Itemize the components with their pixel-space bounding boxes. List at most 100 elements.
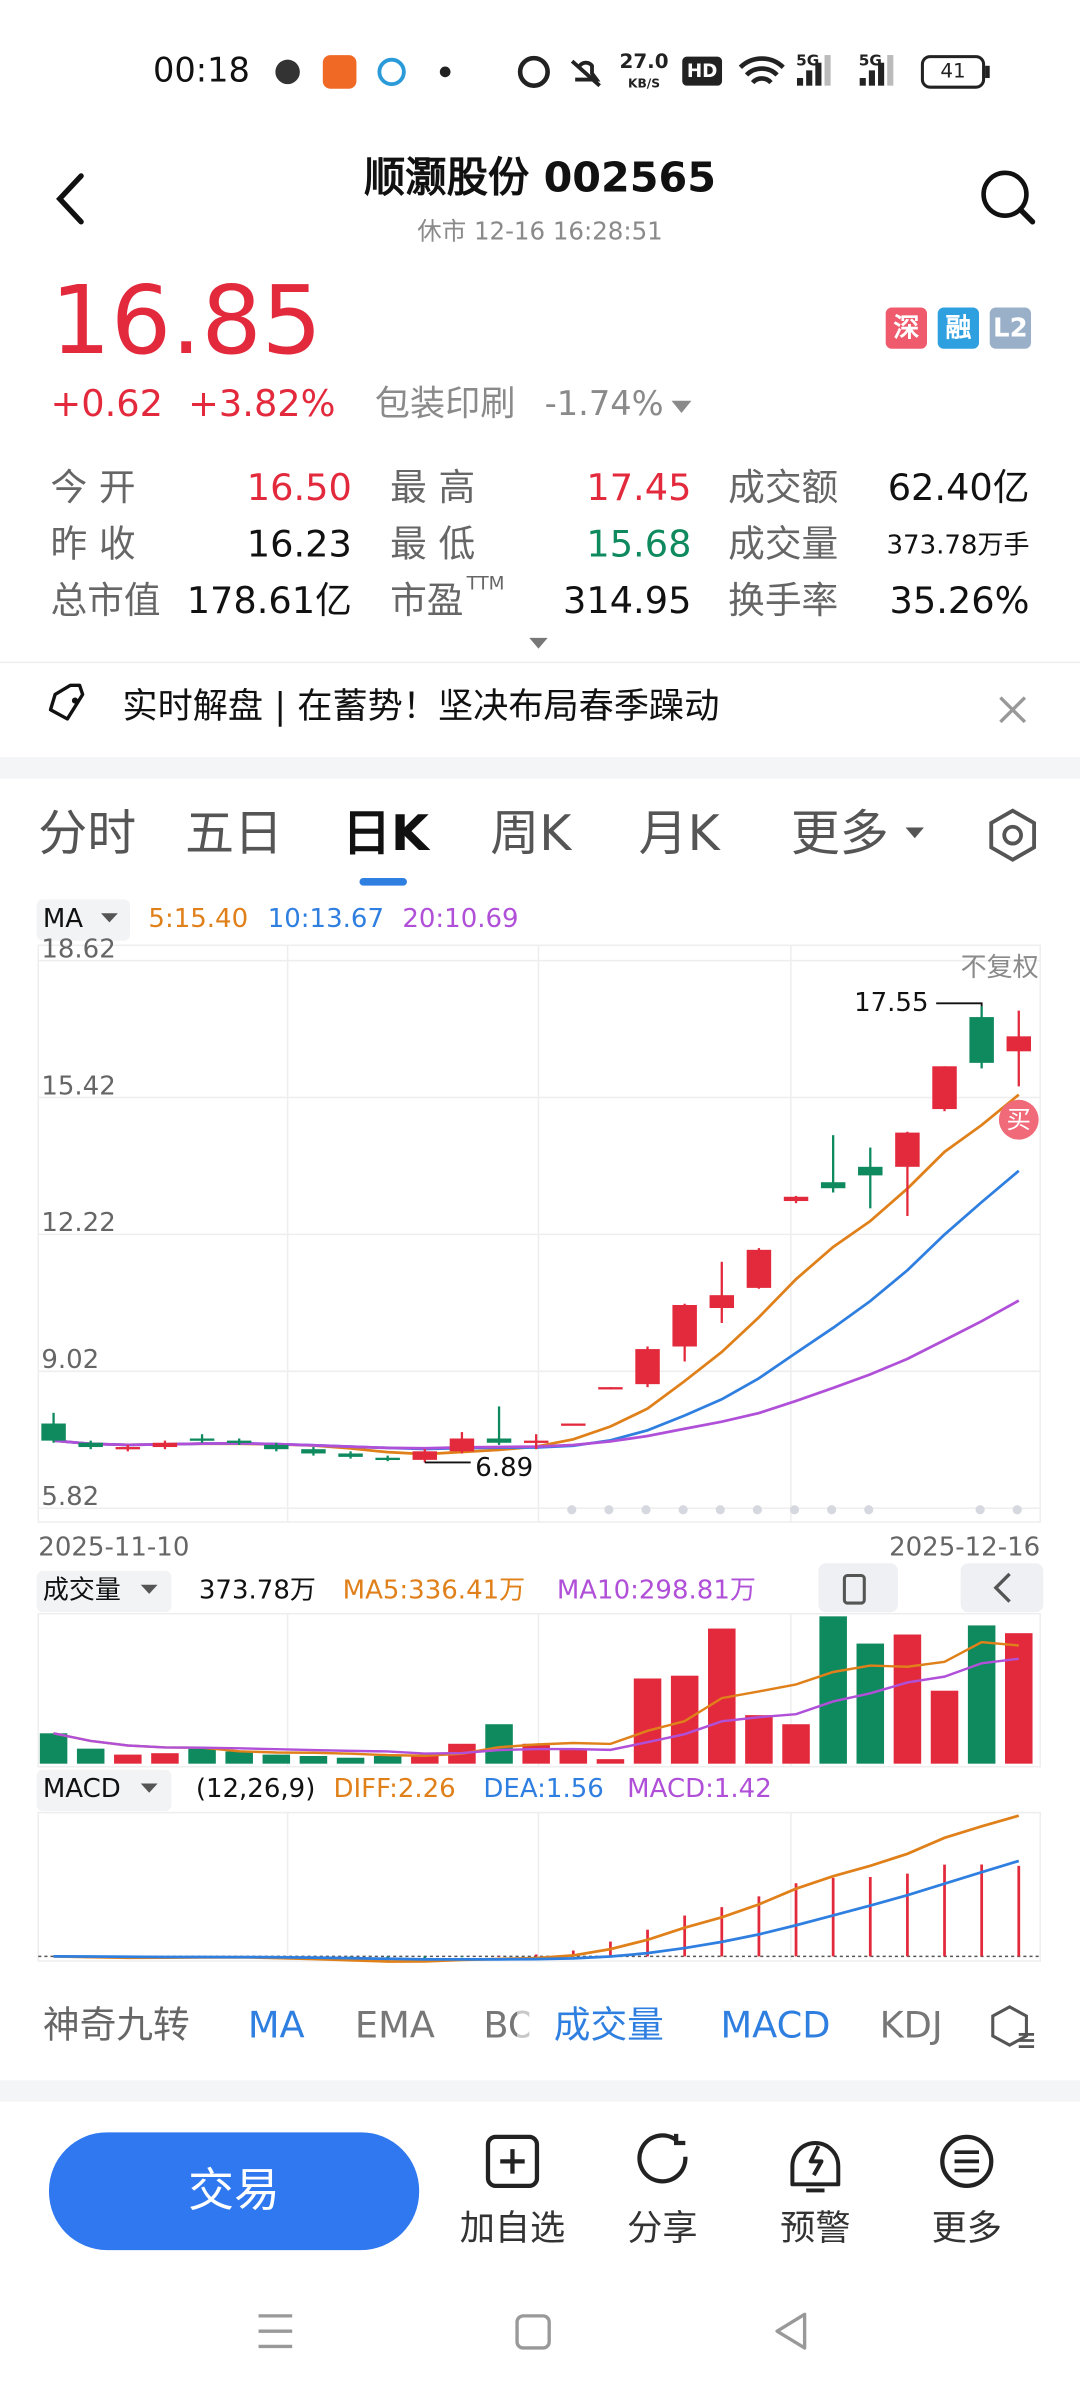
stat-value: 178.61亿 — [187, 579, 352, 622]
icon-more — [954, 2150, 980, 2173]
rotate-icon — [842, 1573, 866, 1605]
period-tab[interactable]: 更多 — [791, 805, 889, 862]
candle-body — [635, 1349, 660, 1385]
last-price: 16.85 — [51, 266, 322, 376]
indicator-tab[interactable]: 神奇九转 — [43, 2003, 190, 2046]
marker-dot — [864, 1505, 874, 1515]
stat-value: 373.78万手 — [886, 531, 1029, 561]
status-speed: 27.0 — [619, 50, 668, 73]
high-pointer — [936, 1002, 983, 1007]
volume-bar — [967, 1625, 996, 1764]
status-network: 5G — [796, 52, 819, 70]
stat-value: 35.26% — [890, 579, 1030, 622]
stat-value: 314.95 — [563, 579, 691, 622]
indicator-tab[interactable]: MA — [248, 2003, 305, 2046]
trade-button-text[interactable]: 交易 — [188, 2163, 280, 2217]
status-hd-text: HD — [687, 61, 718, 82]
volume-selector[interactable] — [36, 1570, 172, 1613]
volume-bar — [336, 1757, 365, 1764]
period-tab[interactable]: 周K — [490, 805, 573, 862]
badge — [885, 307, 927, 349]
marker-dot — [641, 1505, 651, 1515]
volume-bar — [188, 1748, 216, 1764]
period-tab[interactable]: 月K — [639, 805, 722, 862]
candle-body — [820, 1182, 846, 1189]
price-change-pct: +3.82% — [188, 382, 335, 425]
status-icon — [322, 55, 357, 89]
period-tab[interactable]: 分时 — [38, 805, 136, 862]
banner-icon — [71, 697, 79, 704]
status-battery — [920, 55, 986, 89]
volume-ma5: MA5:336.41万 — [343, 1575, 526, 1605]
y-tick-label: 15.42 — [41, 1071, 115, 1101]
stat-label: 总市值 — [51, 579, 161, 622]
collapse-icon — [993, 1572, 1011, 1603]
candle-body — [523, 1440, 549, 1443]
action-label[interactable]: 预警 — [780, 2208, 850, 2249]
period-tab[interactable]: 日K — [342, 805, 431, 862]
ma-selector-text: MA — [43, 904, 83, 934]
nav-menu[interactable] — [258, 2314, 293, 2349]
ma-selector[interactable] — [36, 899, 131, 941]
candle-body — [226, 1440, 252, 1443]
stat-value: 17.45 — [586, 466, 691, 509]
indicator-tab[interactable]: KDJ — [880, 2003, 943, 2046]
marker-dot — [567, 1505, 577, 1515]
stat-label: 昨 收 — [51, 523, 136, 566]
candle-body — [189, 1438, 215, 1441]
action-label[interactable]: 分享 — [627, 2208, 697, 2249]
stat-label: 换手率 — [728, 579, 838, 622]
nav-back[interactable] — [775, 2312, 807, 2350]
y-tick-label: 12.22 — [41, 1208, 115, 1238]
indicator-settings[interactable] — [991, 2005, 1028, 2047]
volume-bar — [782, 1724, 810, 1764]
sector-caret — [671, 400, 692, 414]
price-mode: 不复权 — [961, 953, 1039, 983]
volume-bar — [39, 1733, 68, 1764]
status-speed-unit: KB/S — [628, 77, 660, 91]
marker-dot — [975, 1505, 985, 1515]
search-button[interactable] — [981, 170, 1036, 225]
ma10-value: 10:13.67 — [268, 904, 384, 934]
stat-value: 15.68 — [586, 523, 691, 566]
icon-share — [637, 2133, 688, 2184]
action-label[interactable]: 加自选 — [460, 2208, 566, 2249]
back-button[interactable] — [56, 173, 84, 225]
collapse-button[interactable] — [960, 1563, 1044, 1613]
nav-home[interactable] — [515, 2314, 551, 2350]
volume-bar — [596, 1759, 625, 1764]
candle-body — [152, 1442, 178, 1448]
candle-body — [264, 1444, 289, 1450]
macd-selector[interactable] — [36, 1769, 172, 1812]
y-tick-label: 5.82 — [41, 1482, 99, 1512]
action-label[interactable]: 更多 — [932, 2208, 1002, 2249]
marker-dot — [827, 1505, 837, 1515]
status-icon — [377, 57, 406, 87]
indicator-tab[interactable]: 成交量 — [554, 2003, 664, 2046]
stock-title: 顺灏股份 002565 — [364, 153, 716, 201]
high-label: 17.55 — [854, 988, 928, 1018]
indicator-tab[interactable]: EMA — [355, 2003, 435, 2046]
period-tab[interactable]: 五日 — [185, 805, 283, 862]
buy-badge — [998, 1099, 1039, 1140]
rotate-button[interactable] — [818, 1563, 898, 1613]
x-tick-label: 2025-12-16 — [889, 1532, 1040, 1562]
settings-button[interactable] — [989, 808, 1036, 862]
badge-text: 融 — [945, 313, 971, 343]
more-caret — [905, 827, 924, 839]
low-label: 6.89 — [475, 1453, 533, 1483]
volume-selector-text: 成交量 — [43, 1575, 121, 1605]
volume-bar — [1005, 1633, 1033, 1764]
buy-badge-text: 买 — [1007, 1105, 1031, 1134]
trade-button[interactable] — [48, 2132, 420, 2251]
candle-body — [895, 1132, 920, 1167]
volume-bar — [299, 1755, 328, 1764]
stat-label: 成交额 — [728, 466, 838, 509]
indicator-tab[interactable]: MACD — [720, 2003, 830, 2046]
banner-close[interactable] — [999, 696, 1027, 724]
ma5-value: 5:15.40 — [148, 904, 248, 934]
candle-body — [78, 1442, 103, 1448]
banner-text[interactable]: 实时解盘 | 在蓄势！坚决布局春季躁动 — [122, 686, 719, 727]
